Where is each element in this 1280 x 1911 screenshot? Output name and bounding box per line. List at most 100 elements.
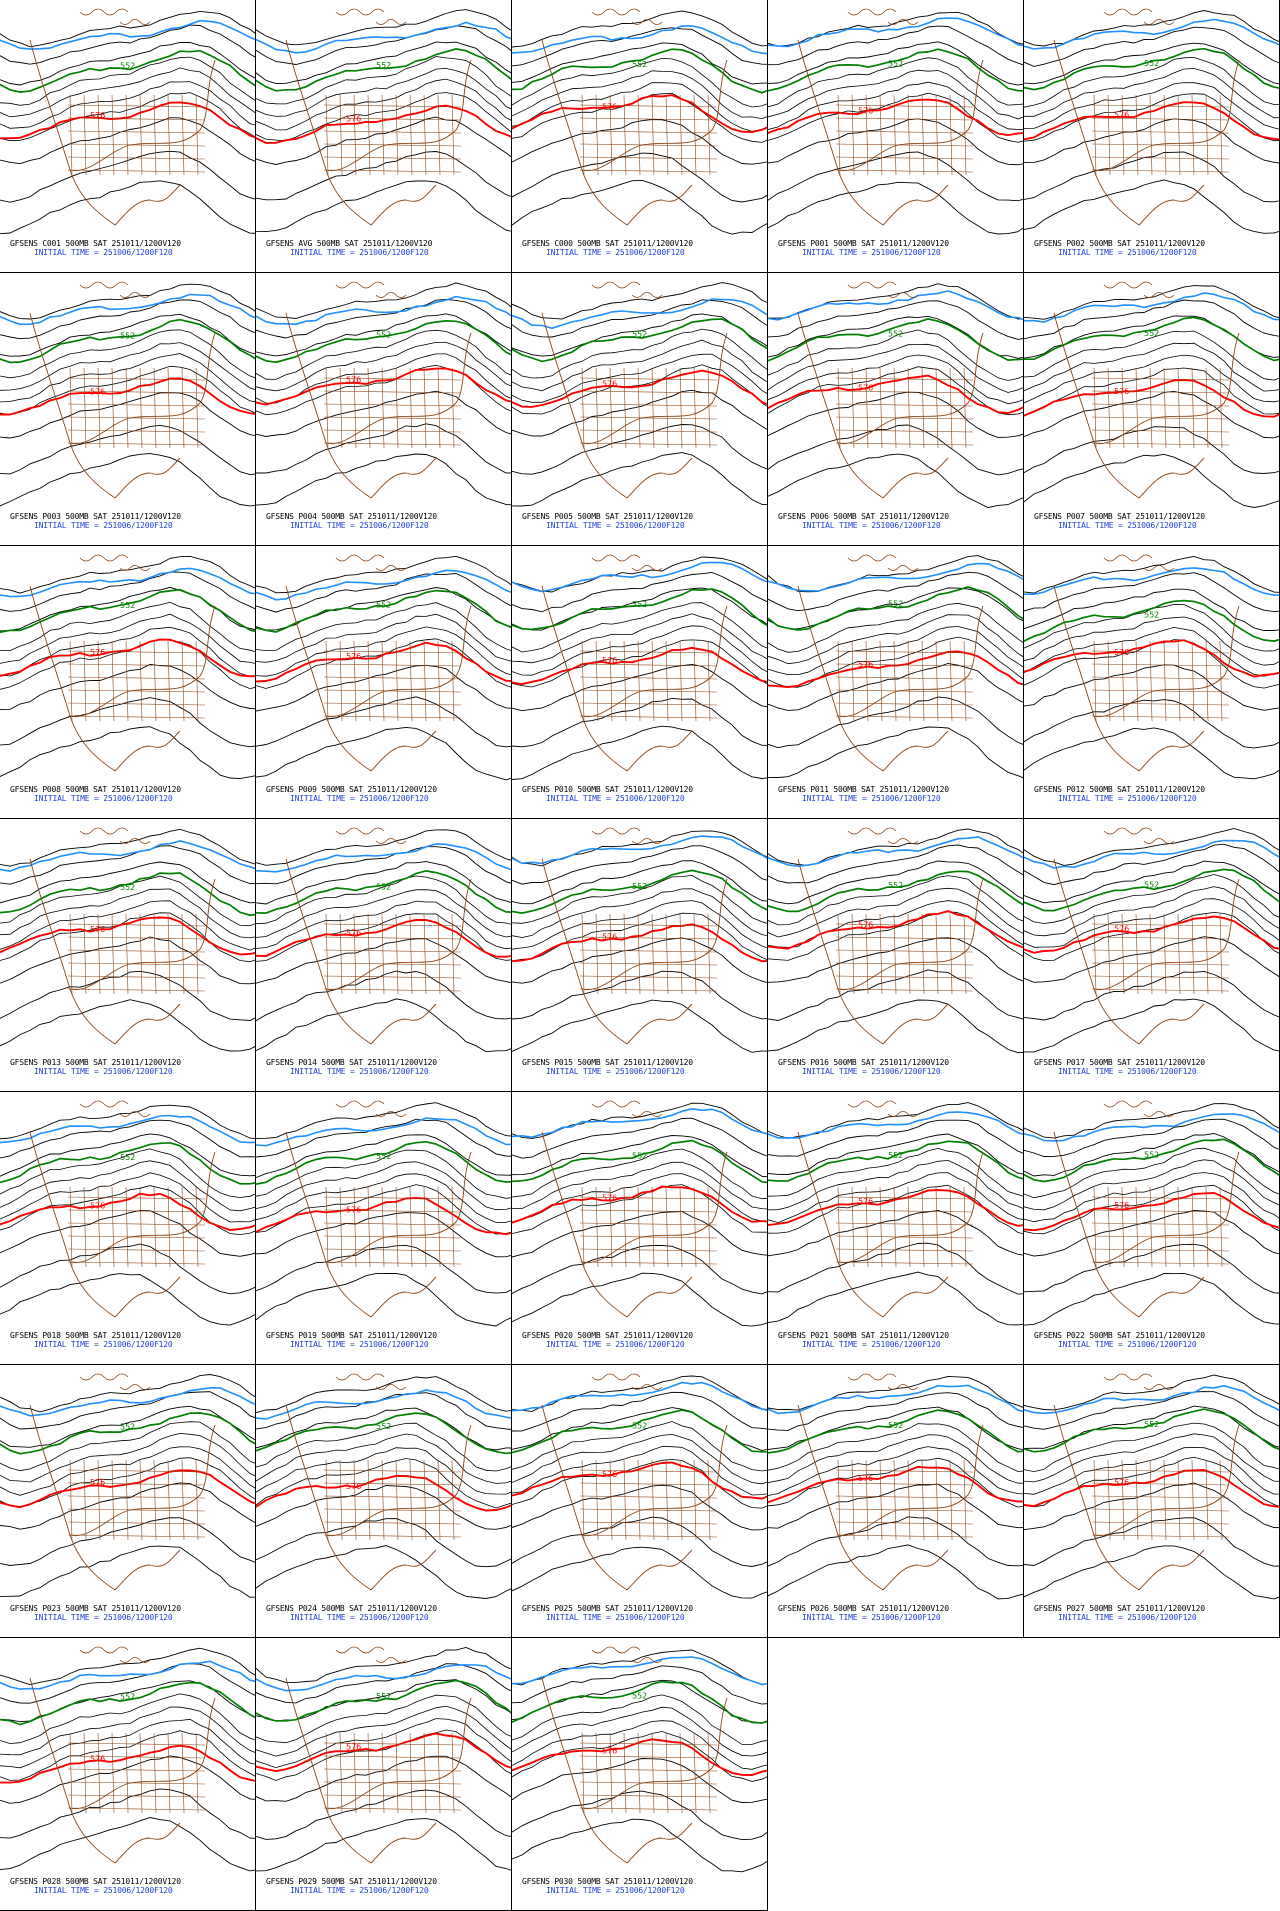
- state-border: [1091, 390, 1230, 394]
- state-border: [325, 913, 329, 995]
- height-contour-line: [0, 1706, 255, 1756]
- height-contour-map: 576 552: [0, 1373, 255, 1598]
- contour-cold: [768, 1384, 1023, 1415]
- height-contour-line: [256, 1447, 511, 1495]
- height-contour-map: 576 552: [1024, 827, 1279, 1053]
- state-border: [1163, 1459, 1167, 1541]
- state-border: [1135, 94, 1139, 176]
- state-border: [651, 1186, 655, 1268]
- state-border: [1093, 1459, 1097, 1541]
- height-contour-line: [768, 354, 1023, 405]
- state-border: [609, 94, 613, 176]
- height-contour-line: [768, 181, 1023, 235]
- state-border: [935, 913, 939, 995]
- height-contour-line: [0, 828, 255, 867]
- height-contour-line: [1024, 1159, 1279, 1211]
- ensemble-map-panel: 576 552 GFSENS P021 500MB SAT 251011/1200V…: [768, 1092, 1024, 1365]
- state-border: [835, 1196, 974, 1200]
- contour-cold: [512, 835, 767, 865]
- height-contour-line: [0, 1421, 255, 1472]
- state-border: [451, 94, 455, 176]
- contour-552: [256, 1140, 511, 1185]
- panel-title: GFSENS P022 500MB SAT 251011/1200V120: [1034, 1331, 1205, 1340]
- height-contour-line: [768, 602, 1023, 653]
- state-border: [395, 367, 399, 449]
- state-border: [409, 1459, 413, 1541]
- height-contour-line: [1024, 1172, 1279, 1223]
- ensemble-map-panel: 576 552 GFSENS P027 500MB SAT 251011/1200V…: [1024, 1365, 1280, 1638]
- state-border: [367, 913, 371, 995]
- height-contour-line: [256, 602, 511, 652]
- state-border: [579, 416, 718, 420]
- contour-576: [768, 910, 1023, 950]
- panel-initial-time: INITIAL TIME = 251006/1200F120: [546, 248, 685, 257]
- state-border: [907, 640, 911, 722]
- state-border: [423, 640, 427, 722]
- height-contour-line: [256, 1184, 511, 1235]
- state-border: [381, 1732, 385, 1814]
- panel-initial-time: INITIAL TIME = 251006/1200F120: [290, 794, 429, 803]
- height-contour-line: [0, 1160, 255, 1212]
- coastline: [541, 1677, 728, 1864]
- height-contour-line: [1024, 898, 1279, 948]
- height-contour-line: [0, 353, 255, 403]
- height-contour-map: 576 552: [1024, 1373, 1279, 1600]
- height-contour-line: [256, 998, 511, 1053]
- state-border: [323, 936, 462, 940]
- height-contour-line: [512, 1706, 767, 1757]
- state-border: [581, 640, 585, 722]
- contour-label-576: 576: [858, 1197, 873, 1206]
- state-border: [665, 1459, 669, 1541]
- state-border: [67, 1235, 206, 1239]
- height-contour-line: [256, 423, 511, 474]
- state-border: [835, 1209, 974, 1213]
- state-border: [323, 1794, 462, 1798]
- state-border: [609, 1459, 613, 1541]
- height-contour-line: [0, 970, 255, 1021]
- coastline: [797, 1404, 984, 1591]
- contour-576: [512, 1738, 767, 1776]
- state-border: [67, 390, 206, 394]
- height-contour-line: [768, 92, 1023, 143]
- state-border: [323, 988, 462, 992]
- arctic-islands: [847, 554, 919, 571]
- height-contour-line: [768, 300, 1023, 340]
- ensemble-map-panel: 576 552 GFSENS P025 500MB SAT 251011/1200V…: [512, 1365, 768, 1638]
- state-border: [579, 403, 718, 407]
- ensemble-map-panel: 576 552 GFSENS P017 500MB SAT 251011/1200V…: [1024, 819, 1280, 1092]
- state-border: [1107, 94, 1111, 176]
- state-border: [67, 1196, 206, 1200]
- height-contour-line: [512, 900, 767, 950]
- height-contour-line: [512, 999, 767, 1053]
- height-contour-line: [512, 912, 767, 962]
- contour-cold: [256, 295, 511, 326]
- panel-initial-time: INITIAL TIME = 251006/1200F120: [802, 1340, 941, 1349]
- state-border: [637, 367, 641, 449]
- state-border: [381, 913, 385, 995]
- height-contour-line: [1024, 616, 1279, 666]
- state-border: [67, 1222, 206, 1226]
- height-contour-map: 576 552: [768, 281, 1023, 509]
- contour-576: [512, 923, 767, 963]
- state-border: [451, 1732, 455, 1814]
- contour-552: [768, 318, 1023, 362]
- contour-cold: [512, 298, 767, 330]
- state-border: [97, 367, 101, 449]
- state-border: [323, 1742, 462, 1746]
- height-contour-line: [256, 875, 511, 925]
- height-contour-line: [256, 67, 511, 117]
- height-contour-line: [1024, 572, 1279, 613]
- height-contour-line: [512, 970, 767, 1020]
- state-border: [835, 702, 974, 706]
- contour-552: [768, 586, 1023, 631]
- state-border: [67, 1742, 206, 1746]
- state-border: [665, 1732, 669, 1814]
- height-contour-map: 576 552: [0, 1646, 255, 1872]
- contour-label-552: 552: [888, 1421, 903, 1430]
- state-border: [111, 94, 115, 176]
- state-border: [623, 1732, 627, 1814]
- state-border: [67, 403, 206, 407]
- panel-initial-time: INITIAL TIME = 251006/1200F120: [546, 1886, 685, 1895]
- coastline: [1053, 1131, 1240, 1318]
- height-contour-line: [256, 453, 511, 506]
